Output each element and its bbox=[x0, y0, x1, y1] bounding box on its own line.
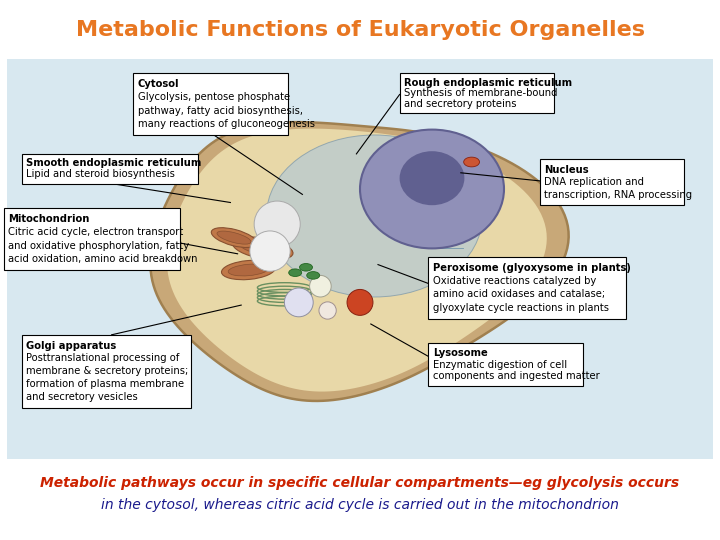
Bar bbox=[133, 73, 288, 135]
Text: Citric acid cycle, electron transport: Citric acid cycle, electron transport bbox=[8, 227, 183, 237]
Polygon shape bbox=[167, 129, 546, 392]
Text: and secretory proteins: and secretory proteins bbox=[404, 99, 516, 109]
Text: many reactions of gluconeogenesis: many reactions of gluconeogenesis bbox=[138, 119, 315, 129]
Circle shape bbox=[347, 289, 373, 315]
Text: and secretory vesicles: and secretory vesicles bbox=[26, 392, 138, 402]
Ellipse shape bbox=[266, 135, 482, 297]
Text: amino acid oxidases and catalase;: amino acid oxidases and catalase; bbox=[433, 289, 605, 299]
Text: Rough endoplasmic reticulum: Rough endoplasmic reticulum bbox=[404, 78, 572, 87]
Ellipse shape bbox=[228, 264, 269, 276]
Polygon shape bbox=[150, 122, 569, 401]
Ellipse shape bbox=[211, 228, 257, 247]
Bar bbox=[22, 335, 191, 408]
Text: Glycolysis, pentose phosphate: Glycolysis, pentose phosphate bbox=[138, 92, 289, 102]
Text: Golgi apparatus: Golgi apparatus bbox=[26, 341, 116, 350]
Circle shape bbox=[250, 231, 290, 271]
Text: acid oxidation, amino acid breakdown: acid oxidation, amino acid breakdown bbox=[8, 254, 197, 264]
Text: transcription, RNA processing: transcription, RNA processing bbox=[544, 190, 693, 200]
Text: Metabolic pathways occur in specific cellular compartments—eg glycolysis occurs: Metabolic pathways occur in specific cel… bbox=[40, 476, 680, 490]
Text: Lysosome: Lysosome bbox=[433, 348, 487, 358]
Bar bbox=[7, 59, 713, 459]
Ellipse shape bbox=[464, 157, 480, 167]
Ellipse shape bbox=[240, 241, 285, 255]
Text: Oxidative reactions catalyzed by: Oxidative reactions catalyzed by bbox=[433, 276, 596, 286]
Bar bbox=[540, 159, 684, 205]
Circle shape bbox=[319, 302, 336, 319]
Text: Mitochondrion: Mitochondrion bbox=[8, 214, 89, 224]
Circle shape bbox=[310, 275, 331, 297]
Ellipse shape bbox=[300, 264, 312, 271]
Text: Lipid and steroid biosynthesis: Lipid and steroid biosynthesis bbox=[26, 169, 175, 179]
Bar bbox=[428, 343, 583, 386]
Circle shape bbox=[254, 201, 300, 247]
Text: glyoxylate cycle reactions in plants: glyoxylate cycle reactions in plants bbox=[433, 302, 608, 313]
Text: Cytosol: Cytosol bbox=[138, 79, 179, 89]
Text: and oxidative phosphorylation, fatty: and oxidative phosphorylation, fatty bbox=[8, 241, 189, 251]
Text: Synthesis of membrane-bound: Synthesis of membrane-bound bbox=[404, 88, 557, 98]
Text: Enzymatic digestion of cell: Enzymatic digestion of cell bbox=[433, 360, 567, 369]
Ellipse shape bbox=[289, 269, 302, 276]
Circle shape bbox=[284, 288, 313, 317]
Ellipse shape bbox=[222, 260, 275, 280]
Ellipse shape bbox=[400, 151, 464, 205]
Text: Smooth endoplasmic reticulum: Smooth endoplasmic reticulum bbox=[26, 158, 202, 168]
Text: in the cytosol, whereas citric acid cycle is carried out in the mitochondrion: in the cytosol, whereas citric acid cycl… bbox=[101, 498, 619, 512]
Text: formation of plasma membrane: formation of plasma membrane bbox=[26, 379, 184, 389]
Text: Peroxisome (glyoxysome in plants): Peroxisome (glyoxysome in plants) bbox=[433, 262, 631, 273]
Text: membrane & secretory proteins;: membrane & secretory proteins; bbox=[26, 366, 188, 376]
Bar bbox=[400, 73, 554, 113]
Bar bbox=[4, 208, 180, 270]
Bar bbox=[22, 154, 198, 184]
Text: Posttranslational processing of: Posttranslational processing of bbox=[26, 353, 179, 363]
Text: Nucleus: Nucleus bbox=[544, 165, 589, 175]
Ellipse shape bbox=[233, 237, 293, 260]
Bar bbox=[428, 256, 626, 319]
Text: DNA replication and: DNA replication and bbox=[544, 177, 644, 187]
Ellipse shape bbox=[217, 231, 251, 244]
Ellipse shape bbox=[360, 130, 504, 248]
Ellipse shape bbox=[307, 272, 320, 279]
Text: pathway, fatty acid biosynthesis,: pathway, fatty acid biosynthesis, bbox=[138, 106, 302, 116]
Text: components and ingested matter: components and ingested matter bbox=[433, 371, 600, 381]
Text: Metabolic Functions of Eukaryotic Organelles: Metabolic Functions of Eukaryotic Organe… bbox=[76, 19, 644, 40]
